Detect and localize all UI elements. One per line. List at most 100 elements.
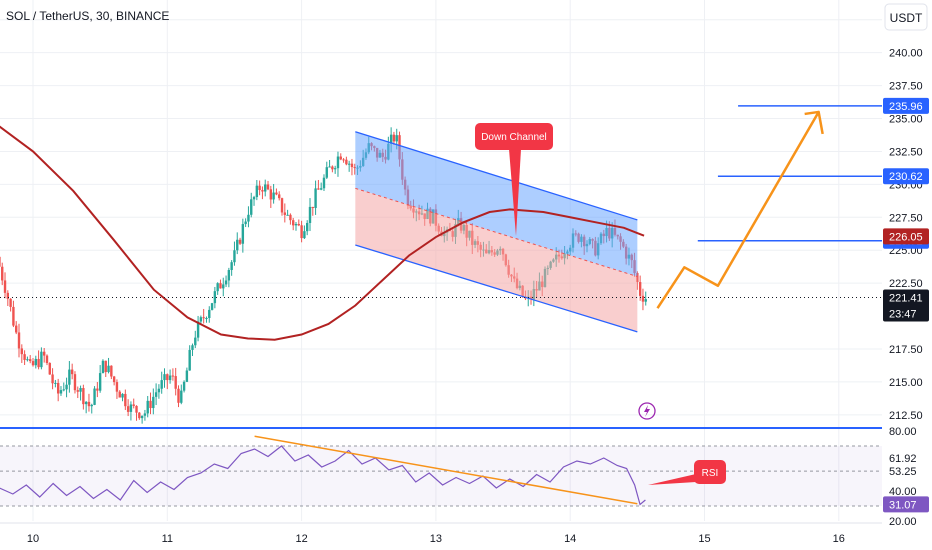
ma-value-label: 226.05	[889, 231, 923, 243]
candle-body	[294, 223, 298, 226]
candle-body	[269, 189, 273, 200]
candle-body	[29, 359, 32, 362]
candle-body	[238, 239, 242, 244]
candle-body	[171, 375, 175, 377]
candle-body	[205, 318, 208, 320]
candle-body	[126, 406, 130, 412]
candle-body	[278, 194, 281, 199]
lightning-bolt	[644, 405, 650, 417]
candle-body	[146, 400, 149, 414]
candle-body	[101, 360, 105, 374]
price-tick-label: 237.50	[889, 81, 923, 93]
candle-body	[224, 280, 228, 285]
time-tick-label: 13	[430, 533, 442, 545]
rsi-band	[0, 446, 882, 506]
candle-body	[37, 358, 40, 368]
candle-body	[264, 184, 267, 192]
price-tick-label: 217.50	[889, 344, 923, 356]
target-level-label: 230.62	[889, 171, 923, 183]
candle-body	[143, 413, 147, 416]
candle-body	[185, 370, 189, 382]
candle-body	[68, 369, 71, 385]
candle-body	[266, 184, 270, 190]
candle-body	[48, 363, 51, 375]
candle-body	[233, 250, 236, 263]
candle-body	[339, 156, 342, 160]
current-price-label: 221.41	[889, 292, 923, 304]
candle-body	[98, 373, 102, 391]
candle-body	[20, 348, 24, 355]
target-level-label-bg	[883, 97, 929, 114]
lightning-icon	[638, 402, 656, 420]
candle-body	[297, 223, 301, 226]
time-tick-label: 16	[833, 533, 845, 545]
target-level-label-bg	[883, 168, 929, 185]
candle-body	[305, 222, 309, 232]
time-tick-label: 14	[564, 533, 576, 545]
candle-body	[34, 358, 37, 366]
rsi-value-label-bg	[883, 496, 929, 513]
candle-body	[115, 382, 119, 392]
down-channel[interactable]	[355, 131, 638, 333]
candle-body	[202, 317, 205, 319]
candle-body	[110, 365, 113, 377]
candle-body	[644, 299, 647, 302]
candle-body	[93, 388, 96, 405]
price-tick-label: 212.50	[889, 410, 923, 422]
candle-body	[6, 292, 10, 299]
candle-body	[62, 389, 65, 391]
callouts: Down Channel RSI	[475, 123, 726, 485]
candle-body	[347, 163, 351, 165]
candle-body	[194, 337, 197, 346]
price-tick-label: 235.00	[889, 114, 923, 126]
chart-title: SOL / TetherUS, 30, BINANCE	[6, 9, 169, 23]
time-tick-label: 15	[698, 533, 710, 545]
candle-body	[0, 256, 1, 267]
candle-body	[236, 239, 239, 251]
candle-body	[300, 225, 303, 239]
candle-body	[104, 360, 107, 373]
candle-body	[250, 199, 253, 215]
candle-body	[154, 392, 158, 397]
candle-body	[118, 391, 121, 398]
candle-body	[138, 412, 141, 419]
candle-body	[140, 415, 144, 419]
projection-path[interactable]	[638, 110, 824, 420]
rsi-panel	[0, 427, 932, 507]
candle-body	[107, 365, 110, 373]
projection-arrowhead	[804, 110, 824, 135]
down-channel-callout-pointer	[509, 149, 521, 236]
candle-body	[174, 376, 177, 389]
candle-body	[222, 284, 225, 289]
price-axis: 242.50240.00237.50235.00232.50230.00227.…	[882, 0, 932, 550]
candle-body	[31, 361, 35, 366]
candle-body	[15, 325, 18, 333]
candle-body	[188, 349, 191, 371]
candle-body	[17, 332, 21, 349]
candle-body	[392, 134, 396, 142]
candle-body	[42, 351, 46, 356]
candle-body	[210, 303, 214, 310]
current-price-bg	[883, 289, 929, 322]
candle-body	[208, 309, 211, 319]
candle-body	[261, 190, 264, 192]
candle-body	[336, 156, 340, 169]
candle-body	[216, 283, 219, 292]
currency-button[interactable]: USDT	[884, 3, 928, 31]
time-axis: 10 11 12 13 14 15 16	[0, 522, 882, 545]
candle-body	[641, 295, 645, 302]
horizontal-levels[interactable]	[697, 105, 882, 242]
channel-lower-line	[355, 244, 638, 333]
candle-body	[219, 283, 222, 289]
candle-body	[241, 224, 245, 244]
candle-body	[132, 404, 135, 406]
candle-body	[79, 388, 82, 392]
price-tick-label: 222.50	[889, 278, 923, 290]
candle-body	[252, 197, 256, 200]
candle-body	[286, 214, 289, 216]
price-tick-label: 215.00	[889, 377, 923, 389]
rsi-trendline	[254, 435, 638, 505]
target-level-label: 235.96	[889, 101, 923, 113]
